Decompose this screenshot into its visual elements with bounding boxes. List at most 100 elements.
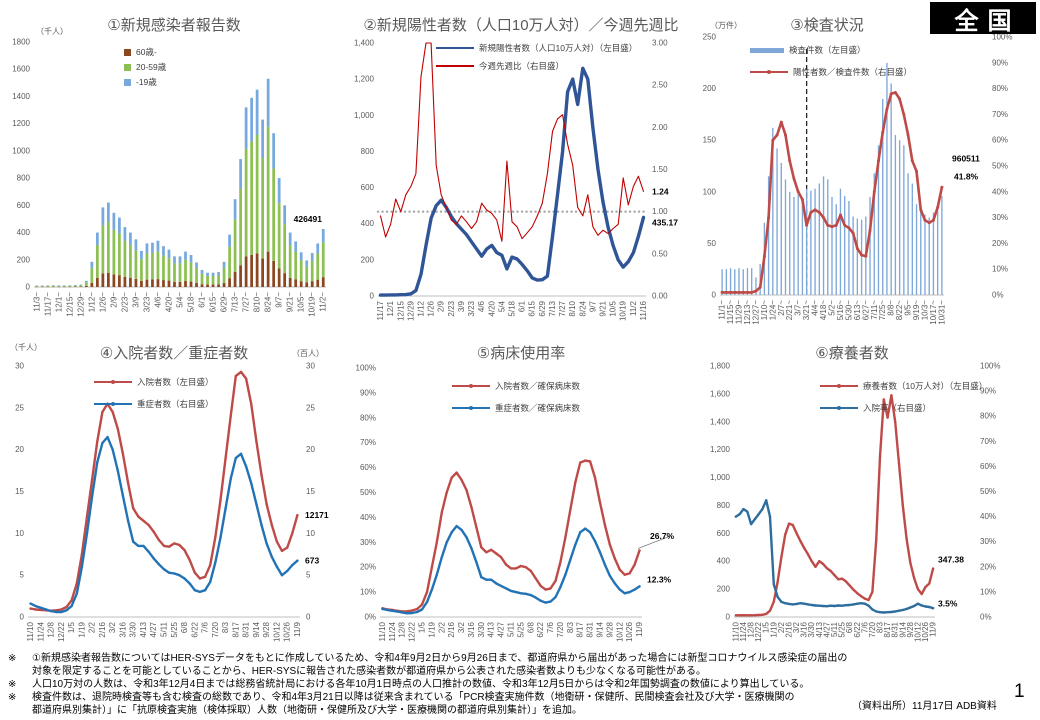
svg-text:30: 30 — [15, 362, 24, 371]
svg-text:3/16: 3/16 — [467, 621, 476, 637]
svg-text:1/5: 1/5 — [418, 621, 427, 633]
svg-text:12/8: 12/8 — [747, 621, 756, 637]
footnote-mark: ※ — [8, 679, 17, 690]
svg-text:9/14: 9/14 — [252, 621, 261, 637]
legend-marker-dot — [469, 406, 473, 410]
svg-text:40%: 40% — [992, 187, 1008, 196]
footnote-line: ※ 人口10万対の人数は、令和3年12月4日までは総務省統計局における各年10月1… — [8, 678, 1038, 691]
svg-text:2/16: 2/16 — [784, 621, 793, 637]
svg-text:100%: 100% — [356, 364, 376, 373]
svg-text:435.17: 435.17 — [652, 217, 678, 227]
svg-text:11/17: 11/17 — [376, 300, 385, 320]
svg-text:70%: 70% — [360, 438, 376, 447]
footnote-mark: ※ — [8, 692, 17, 703]
svg-text:1.24: 1.24 — [652, 186, 669, 196]
svg-text:1,000: 1,000 — [354, 111, 375, 120]
svg-text:7/27~: 7/27~ — [242, 292, 251, 313]
svg-text:0: 0 — [370, 292, 375, 301]
svg-text:1/19: 1/19 — [427, 621, 436, 637]
svg-text:15: 15 — [306, 487, 315, 496]
svg-text:400: 400 — [17, 228, 31, 237]
footnote-text: 対象を限定することを可能としていることから、HER-SYSに報告された感染者数が… — [32, 666, 706, 677]
svg-text:9/7~: 9/7~ — [275, 292, 284, 308]
svg-text:6/1: 6/1 — [518, 300, 527, 312]
legend-item: 60歳- — [124, 46, 166, 58]
footnote-text: 都道府県別集計）」に「抗原検査実施（検体採取）人数（地衛研・保健所及び大学・医療… — [32, 705, 582, 716]
svg-text:11/24: 11/24 — [36, 621, 45, 641]
svg-text:25: 25 — [306, 403, 315, 412]
svg-text:4/13: 4/13 — [815, 621, 824, 637]
svg-text:20%: 20% — [992, 239, 1008, 248]
svg-text:40%: 40% — [980, 512, 996, 521]
svg-text:0.00: 0.00 — [652, 292, 668, 301]
svg-text:5/11: 5/11 — [507, 621, 516, 637]
svg-text:800: 800 — [17, 174, 31, 183]
svg-text:12/27~: 12/27~ — [751, 300, 760, 325]
svg-text:7/20: 7/20 — [868, 621, 877, 637]
svg-text:1.00: 1.00 — [652, 207, 668, 216]
chart-panel-new-infection-reports: ①新規感染者報告数 （千人） 60歳- 20-59歳 -19歳 0 200 400 6… — [8, 6, 340, 336]
svg-text:9/28: 9/28 — [605, 621, 614, 637]
legend-line-swatch — [436, 65, 474, 67]
svg-text:1,000: 1,000 — [710, 473, 731, 482]
svg-text:6/8: 6/8 — [180, 621, 189, 633]
svg-text:8/3: 8/3 — [566, 621, 575, 633]
svg-text:50%: 50% — [980, 487, 996, 496]
svg-text:12/8: 12/8 — [398, 621, 407, 637]
svg-text:3.5%: 3.5% — [938, 598, 958, 608]
svg-text:3.00: 3.00 — [652, 39, 668, 48]
axis-unit-label: （万件） — [710, 21, 742, 30]
chart-title: ②新規陽性者数（人口10万人対）／今週先週比 — [363, 17, 679, 34]
svg-text:6/13~: 6/13~ — [853, 300, 862, 321]
svg-text:10/19: 10/19 — [619, 300, 628, 321]
svg-text:2/2: 2/2 — [777, 621, 786, 633]
svg-text:4/27: 4/27 — [822, 621, 831, 637]
legend-item: 陽性者数／検査件数（右目盛） — [750, 66, 912, 78]
svg-text:11/10: 11/10 — [378, 621, 387, 641]
svg-text:2/23~: 2/23~ — [120, 292, 129, 313]
svg-text:6/15: 6/15 — [528, 300, 537, 316]
svg-text:60%: 60% — [992, 136, 1008, 145]
svg-text:20: 20 — [306, 445, 315, 454]
footnote-line: ※ ①新規感染者報告数についてはHER-SYSデータをもとに作成しているため、令和… — [8, 652, 1038, 665]
chart-title: ③検査状況 — [790, 17, 864, 34]
svg-text:1/24~: 1/24~ — [768, 300, 777, 321]
svg-text:8/22~: 8/22~ — [895, 300, 904, 321]
svg-text:3/30: 3/30 — [129, 621, 138, 637]
axis-unit-label: （千人） — [36, 27, 68, 36]
svg-text:347.38: 347.38 — [938, 555, 964, 565]
chart-legend: 新規陽性者数（人口10万人対）（左目盛） 今週先週比（右目盛） — [436, 42, 637, 72]
svg-text:11/15~: 11/15~ — [726, 300, 735, 324]
svg-text:0: 0 — [726, 613, 731, 622]
chart-legend: 60歳- 20-59歳 -19歳 — [124, 46, 166, 88]
svg-text:5/4: 5/4 — [497, 300, 506, 312]
svg-text:1000: 1000 — [12, 146, 30, 155]
legend-square-swatch — [124, 78, 131, 86]
svg-text:12/29~: 12/29~ — [76, 292, 85, 317]
page-number: 1 — [1014, 681, 1025, 702]
footnote-text: 人口10万対の人数は、令和3年12月4日までは総務省統計局における各年10月1日… — [32, 679, 810, 690]
svg-text:15: 15 — [15, 487, 24, 496]
svg-text:4/20: 4/20 — [487, 300, 496, 316]
legend-marker-dot — [767, 70, 771, 74]
svg-text:1200: 1200 — [12, 119, 30, 128]
svg-text:1/26: 1/26 — [427, 300, 436, 316]
svg-text:60%: 60% — [360, 463, 376, 472]
legend-square-swatch — [124, 48, 131, 56]
legend-label: 入院率（右目盛） — [863, 403, 932, 413]
svg-text:30: 30 — [306, 362, 315, 371]
legend-line-swatch — [452, 406, 490, 410]
svg-text:10/5: 10/5 — [609, 300, 618, 316]
svg-text:5: 5 — [20, 571, 25, 580]
svg-text:1,400: 1,400 — [354, 39, 375, 48]
svg-text:800: 800 — [717, 501, 731, 510]
legend-label: 重症者数／確保病床数 — [495, 403, 581, 413]
svg-text:50%: 50% — [360, 488, 376, 497]
svg-text:2/2: 2/2 — [88, 621, 97, 633]
svg-text:0%: 0% — [992, 291, 1004, 300]
svg-text:2/16: 2/16 — [447, 621, 456, 637]
svg-text:1,800: 1,800 — [710, 362, 731, 371]
svg-text:90%: 90% — [980, 387, 996, 396]
svg-text:8/24: 8/24 — [578, 300, 587, 316]
